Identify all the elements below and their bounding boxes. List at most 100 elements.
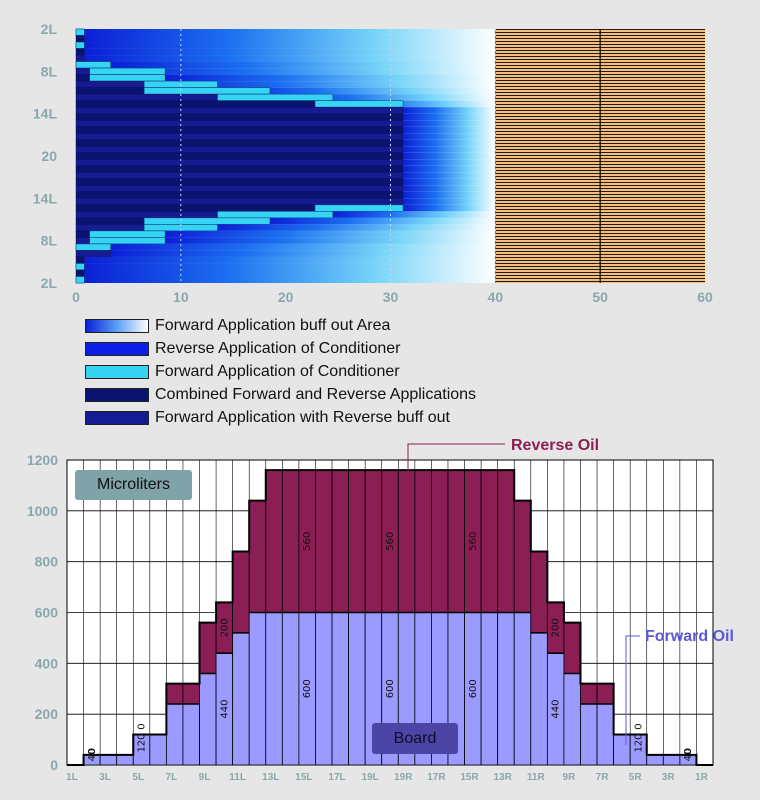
bar-data-label: 440 xyxy=(551,700,562,719)
forward-oil-bar xyxy=(83,754,101,766)
forward-application-band xyxy=(217,93,334,101)
heatmap-y-tick: 8L xyxy=(41,233,58,249)
buff-out-row xyxy=(84,35,496,43)
buff-out-row xyxy=(110,68,496,75)
forward-oil-bar xyxy=(215,652,234,766)
combined-row xyxy=(75,185,404,193)
combined-row xyxy=(75,113,404,121)
buff-out-row xyxy=(403,198,496,205)
forward-oil-bar xyxy=(248,612,267,766)
buff-out-row xyxy=(84,29,496,36)
forward-oil-bar xyxy=(629,734,648,766)
bar-x-tick: 17L xyxy=(328,772,345,783)
legend-item: Forward Application of Conditioner xyxy=(85,363,400,381)
buff-out-row xyxy=(403,178,496,186)
legend-item: Reverse Application of Conditioner xyxy=(85,340,400,358)
reverse-oil-bar xyxy=(464,469,482,613)
forward-application-band xyxy=(143,87,271,95)
bar-data-label: 600 xyxy=(385,679,396,698)
forward-oil-bar xyxy=(563,673,581,766)
reverse-oil-bar xyxy=(596,683,615,705)
bar-x-tick: 7L xyxy=(166,772,178,783)
bar-data-label: 440 xyxy=(219,700,230,719)
combined-row xyxy=(75,198,404,206)
combined-row xyxy=(75,119,404,127)
buff-out-row xyxy=(403,204,496,212)
reverse-oil-callout: Reverse Oil xyxy=(511,437,600,454)
buff-out-row xyxy=(84,42,496,49)
buff-out-row xyxy=(403,113,496,121)
buff-out-row xyxy=(403,139,496,147)
legend-label: Reverse Application of Conditioner xyxy=(155,340,401,357)
forward-oil-bar xyxy=(513,612,532,766)
bar-data-label: 560 xyxy=(385,532,396,551)
reverse-oil-bar xyxy=(281,469,300,613)
forward-oil-bar xyxy=(149,734,167,766)
forward-oil-bar xyxy=(99,754,118,766)
bar-x-tick: 19R xyxy=(394,772,413,783)
bar-x-tick: 9R xyxy=(563,772,577,783)
forward-oil-bar xyxy=(281,612,300,766)
buff-out-row xyxy=(165,230,496,238)
combined-row xyxy=(75,178,404,186)
buff-out-row xyxy=(84,55,496,62)
forward-oil-bar xyxy=(580,703,598,766)
stack-outline xyxy=(67,469,713,766)
legend-item: Forward Application buff out Area xyxy=(85,317,390,335)
forward-oil-bar xyxy=(331,612,349,766)
forward-application-band xyxy=(75,61,111,69)
reverse-oil-leader xyxy=(407,443,505,515)
forward-application-band xyxy=(89,237,166,245)
bar-data-label: 40 xyxy=(87,749,98,762)
bar-data-label: 600 xyxy=(468,679,479,698)
buff-out-row xyxy=(84,48,496,56)
bar-data-label: 0 xyxy=(137,723,148,729)
combined-row xyxy=(75,256,85,264)
reverse-oil-bar xyxy=(414,469,432,613)
heatmap-x-tick: 30 xyxy=(383,289,399,305)
combined-row xyxy=(75,133,404,140)
heatmap-x-tick: 40 xyxy=(488,289,504,305)
combined-row xyxy=(75,139,404,147)
reverse-oil-bar xyxy=(182,683,200,705)
reverse-oil-bar xyxy=(381,469,399,613)
forward-application-band xyxy=(75,263,85,271)
bar-y-tick: 200 xyxy=(35,706,59,722)
buff-out-row xyxy=(84,256,496,264)
reverse-oil-bar xyxy=(397,469,416,613)
forward-application-band xyxy=(314,204,404,212)
bar-x-tick: 5R xyxy=(629,772,643,783)
microliters-label: Microliters xyxy=(75,470,192,500)
forward-oil-bar xyxy=(165,703,184,766)
bar-data-label: 560 xyxy=(468,532,479,551)
bar-y-tick: 800 xyxy=(35,554,59,570)
bar-plot-area xyxy=(66,459,714,766)
combined-row xyxy=(75,106,404,114)
forward-oil-bar xyxy=(596,703,615,766)
combined-row xyxy=(75,35,85,43)
bar-x-tick: 17R xyxy=(427,772,446,783)
combined-row xyxy=(75,250,111,258)
reverse-oil-bar xyxy=(232,551,250,634)
reverse-oil-bar xyxy=(497,469,515,613)
bar-data-label: 120 xyxy=(633,733,644,752)
reverse-oil-bar xyxy=(563,622,581,674)
buff-out-row xyxy=(403,191,496,199)
bar-x-tick: 3R xyxy=(662,772,676,783)
heatmap-x-tick: 0 xyxy=(72,289,80,305)
forward-application-band xyxy=(89,74,166,82)
reverse-oil-bar xyxy=(431,469,449,613)
reverse-oil-bar xyxy=(298,469,316,613)
legend-label: Forward Application of Conditioner xyxy=(155,363,400,380)
reverse-oil-bar xyxy=(165,683,184,705)
bar-data-label: 200 xyxy=(551,618,562,637)
buff-out-row xyxy=(403,152,496,160)
heatmap-y-tick: 2L xyxy=(41,21,58,37)
bar-y-tick: 1000 xyxy=(27,503,58,519)
buff-out-row xyxy=(165,237,496,244)
forward-oil-bar xyxy=(232,632,250,766)
combined-row xyxy=(75,126,404,134)
forward-application-band xyxy=(143,217,271,225)
oil-boundary-line xyxy=(166,611,614,705)
bar-x-tick: 11L xyxy=(229,772,246,783)
